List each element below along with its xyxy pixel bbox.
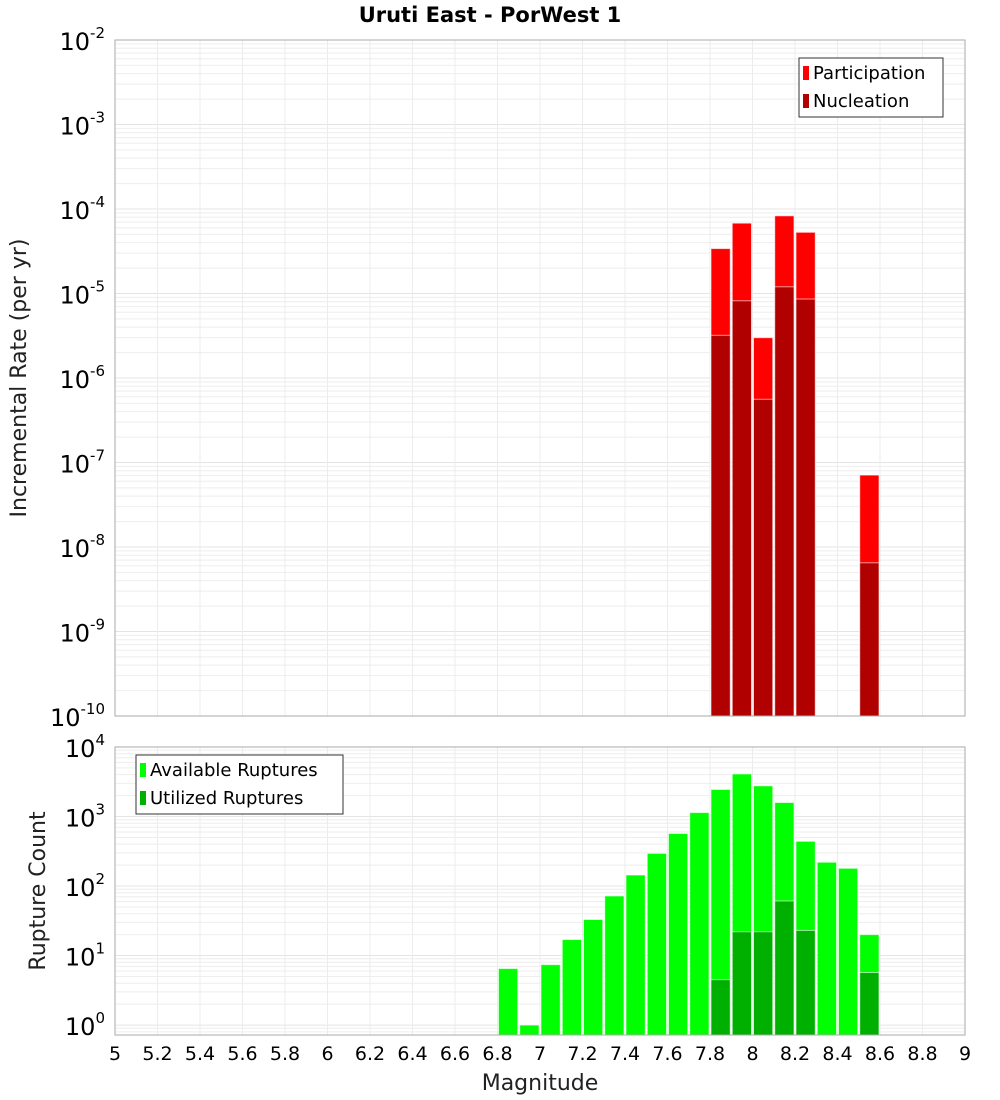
bar-utilized-ruptures	[859, 972, 880, 1036]
bottom-y-ticks: 100 101 102 103 104	[65, 731, 105, 1041]
legend-nucleation: Nucleation	[813, 91, 909, 112]
x-tick-label: 5.8	[270, 1043, 300, 1065]
y-tick-label: 10-8	[59, 531, 105, 563]
top-legend: Participation Nucleation	[798, 57, 944, 118]
bar-utilized-ruptures	[710, 979, 731, 1036]
x-tick-label: 7.6	[652, 1043, 682, 1065]
legend-utilized: Utilized Ruptures	[150, 788, 303, 809]
x-tick-label: 5	[109, 1043, 121, 1065]
bar-available-ruptures	[625, 874, 646, 1036]
y-tick-label: 10-5	[59, 278, 105, 310]
y-tick-label: 10-10	[50, 700, 105, 732]
x-tick-label: 7.4	[610, 1043, 640, 1065]
x-tick-label: 8.6	[865, 1043, 895, 1065]
bar-available-ruptures	[498, 968, 519, 1036]
top-bars	[710, 215, 880, 717]
bar-available-ruptures	[689, 812, 710, 1036]
y-tick-label: 103	[65, 801, 105, 833]
bar-nucleation	[731, 300, 752, 717]
bar-available-ruptures	[838, 867, 859, 1036]
x-tick-label: 6.2	[355, 1043, 385, 1065]
y-tick-label: 10-7	[59, 447, 105, 479]
bar-available-ruptures	[604, 895, 625, 1036]
x-tick-label: 8	[746, 1043, 758, 1065]
x-tick-label: 7.2	[567, 1043, 597, 1065]
y-tick-label: 10-4	[59, 193, 105, 225]
y-tick-label: 10-6	[59, 362, 105, 394]
top-grid	[114, 40, 966, 717]
y-tick-label: 104	[65, 731, 105, 763]
x-tick-label: 6.4	[397, 1043, 427, 1065]
bottom-bars	[498, 773, 880, 1036]
top-y-ticks: 10-10 10-9 10-8 10-7 10-6 10-5 10-4 10-3 10-2	[50, 24, 105, 732]
x-tick-label: 6.6	[440, 1043, 470, 1065]
bar-available-ruptures	[561, 939, 582, 1036]
x-tick-label: 8.8	[907, 1043, 937, 1065]
x-axis-label: Magnitude	[482, 1071, 599, 1096]
bar-available-ruptures	[816, 861, 837, 1036]
legend-participation: Participation	[813, 63, 925, 84]
x-tick-label: 7.8	[695, 1043, 725, 1065]
bar-nucleation	[710, 334, 731, 717]
bar-available-ruptures	[646, 852, 667, 1036]
top-y-axis-label: Incremental Rate (per yr)	[7, 239, 32, 518]
top-plot-frame	[114, 39, 966, 717]
x-ticks: 5 5.2 5.4 5.6 5.8 6 6.2 6.4 6.6 6.8 7 7.2 7.4 7.6 7.8 8…	[109, 1043, 971, 1065]
bar-nucleation	[795, 298, 816, 717]
y-tick-label: 10-3	[59, 109, 105, 141]
x-tick-label: 5.4	[185, 1043, 215, 1065]
x-tick-label: 8.4	[822, 1043, 852, 1065]
bar-utilized-ruptures	[795, 929, 816, 1036]
x-tick-label: 6.8	[482, 1043, 512, 1065]
bar-utilized-ruptures	[731, 931, 752, 1036]
bottom-y-axis-label: Rupture Count	[26, 811, 51, 971]
bar-utilized-ruptures	[774, 900, 795, 1036]
x-tick-label: 7	[534, 1043, 546, 1065]
bottom-legend: Available Ruptures Utilized Ruptures	[135, 754, 344, 815]
chart-title: Uruti East - PorWest 1	[359, 3, 622, 27]
x-tick-label: 6	[321, 1043, 333, 1065]
y-tick-label: 101	[65, 940, 105, 972]
y-tick-label: 10-2	[59, 24, 105, 56]
x-tick-label: 9	[959, 1043, 971, 1065]
x-tick-label: 5.2	[142, 1043, 172, 1065]
legend-swatch-nucleation	[803, 94, 809, 108]
bar-nucleation	[859, 562, 880, 717]
bar-nucleation	[774, 286, 795, 717]
bar-nucleation	[753, 398, 774, 717]
y-tick-label: 10-9	[59, 616, 105, 648]
x-tick-label: 8.2	[780, 1043, 810, 1065]
x-tick-label: 5.6	[227, 1043, 257, 1065]
legend-swatch-available	[140, 763, 146, 777]
bar-utilized-ruptures	[753, 931, 774, 1036]
bar-available-ruptures	[519, 1024, 540, 1036]
legend-available: Available Ruptures	[150, 760, 318, 781]
legend-swatch-utilized	[140, 791, 146, 805]
bottom-plot-frame	[114, 746, 966, 1036]
bar-available-ruptures	[668, 832, 689, 1036]
y-tick-label: 100	[65, 1009, 105, 1041]
bar-available-ruptures	[540, 964, 561, 1036]
y-tick-label: 102	[65, 870, 105, 902]
legend-swatch-participation	[803, 66, 809, 80]
bar-available-ruptures	[583, 919, 604, 1036]
